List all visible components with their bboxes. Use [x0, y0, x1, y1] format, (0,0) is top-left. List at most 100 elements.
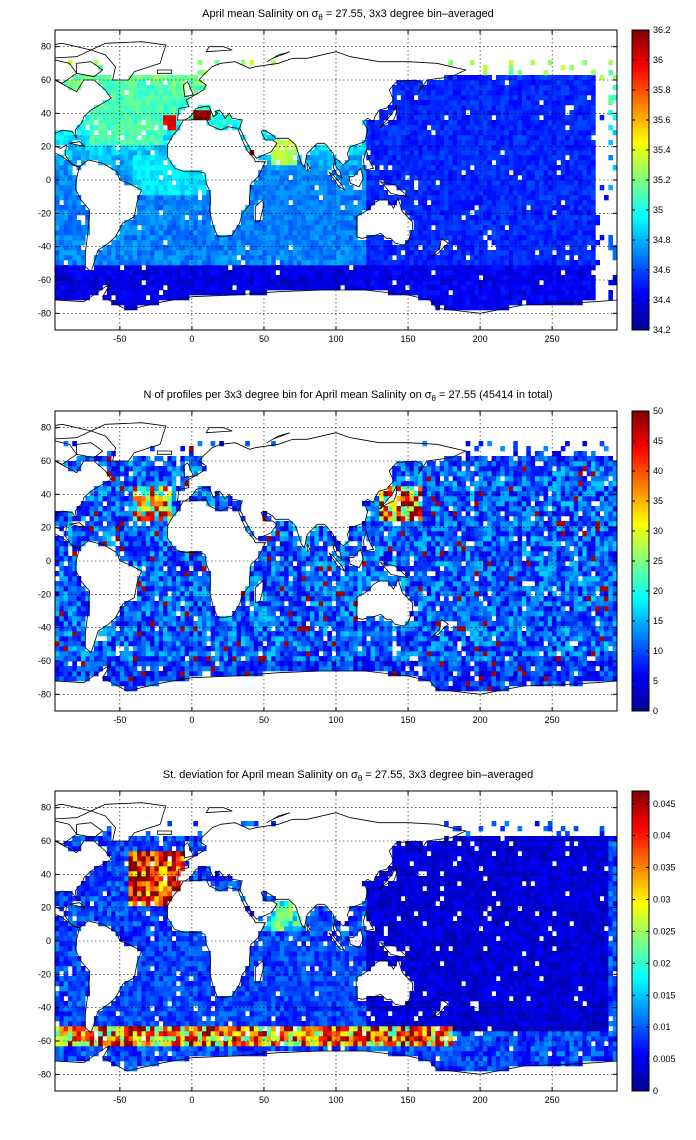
data-cell	[534, 270, 540, 276]
data-cell	[517, 240, 523, 246]
data-cell	[487, 275, 492, 281]
data-cell	[167, 175, 173, 181]
data-cell	[119, 511, 125, 517]
data-cell	[132, 471, 138, 477]
data-cell	[448, 305, 454, 311]
data-cell	[461, 145, 466, 151]
data-cell	[331, 250, 337, 256]
data-cell	[145, 125, 151, 131]
data-cell	[292, 185, 298, 191]
data-cell	[141, 245, 147, 251]
data-cell	[435, 275, 441, 281]
data-cell	[573, 290, 579, 296]
data-cell	[500, 215, 505, 221]
data-cell	[361, 150, 367, 156]
data-cell	[193, 90, 198, 96]
data-cell	[197, 110, 203, 116]
data-cell	[379, 240, 384, 246]
data-cell	[63, 651, 69, 657]
data-cell	[500, 295, 505, 301]
data-cell	[201, 110, 207, 116]
data-cell	[573, 165, 579, 171]
data-cell	[201, 190, 207, 196]
data-cell	[67, 250, 73, 256]
data-cell	[495, 270, 501, 276]
data-cell	[124, 270, 129, 276]
data-cell	[379, 150, 384, 156]
data-cell	[327, 150, 332, 156]
data-cell	[418, 190, 423, 196]
data-cell	[539, 265, 544, 271]
data-cell	[396, 275, 402, 281]
data-cell	[591, 185, 596, 191]
data-cell	[171, 195, 177, 201]
data-cell	[249, 200, 255, 206]
data-cell	[461, 240, 466, 246]
data-cell	[552, 100, 557, 106]
data-cell	[124, 225, 129, 231]
data-cell	[76, 581, 82, 587]
data-cell	[128, 235, 134, 241]
data-cell	[513, 75, 518, 81]
data-cell	[93, 531, 99, 537]
data-cell	[482, 100, 488, 106]
data-cell	[119, 636, 125, 642]
data-cell	[258, 220, 263, 226]
data-cell	[297, 240, 302, 246]
data-cell	[111, 160, 116, 166]
data-cell	[348, 200, 354, 206]
data-cell	[586, 160, 592, 166]
data-cell	[189, 200, 194, 206]
data-cell	[163, 245, 168, 251]
data-cell	[344, 265, 350, 271]
data-cell	[569, 230, 575, 236]
data-cell	[591, 195, 596, 201]
data-cell	[59, 140, 64, 146]
x-tick-label: 250	[545, 334, 560, 344]
data-cell	[491, 120, 497, 126]
data-cell	[67, 285, 73, 291]
data-cell	[132, 280, 138, 286]
data-cell	[470, 205, 475, 211]
data-cell	[102, 626, 108, 632]
data-cell	[262, 250, 268, 256]
data-cell	[106, 80, 112, 86]
y-tick-label: -80	[38, 308, 51, 318]
data-cell	[163, 275, 168, 281]
data-cell	[586, 270, 592, 276]
data-cell	[400, 155, 406, 161]
x-tick-label: 0	[189, 334, 194, 344]
data-cell	[141, 230, 147, 236]
data-cell	[465, 120, 471, 126]
data-cell	[612, 165, 618, 171]
data-cell	[284, 165, 289, 171]
data-cell	[578, 260, 583, 266]
data-cell	[201, 230, 207, 236]
data-cell	[80, 586, 86, 592]
data-cell	[67, 135, 73, 141]
data-cell	[521, 140, 527, 146]
data-cell	[396, 85, 402, 91]
data-cell	[124, 611, 129, 617]
data-cell	[124, 686, 129, 692]
data-cell	[539, 295, 544, 301]
data-cell	[59, 521, 64, 527]
data-cell	[318, 220, 324, 226]
data-cell	[292, 285, 298, 291]
data-cell	[167, 180, 173, 186]
data-cell	[547, 295, 553, 301]
data-cell	[119, 486, 125, 492]
data-cell	[526, 185, 531, 191]
data-cell	[508, 75, 514, 81]
data-cell	[59, 546, 64, 552]
data-cell	[223, 120, 229, 126]
data-cell	[573, 265, 579, 271]
data-cell	[409, 280, 415, 286]
data-cell	[586, 130, 592, 136]
y-tick-label: -60	[38, 275, 51, 285]
data-cell	[521, 200, 527, 206]
data-cell	[124, 240, 129, 246]
data-cell	[55, 255, 60, 261]
data-cell	[171, 120, 177, 126]
data-cell	[435, 200, 441, 206]
